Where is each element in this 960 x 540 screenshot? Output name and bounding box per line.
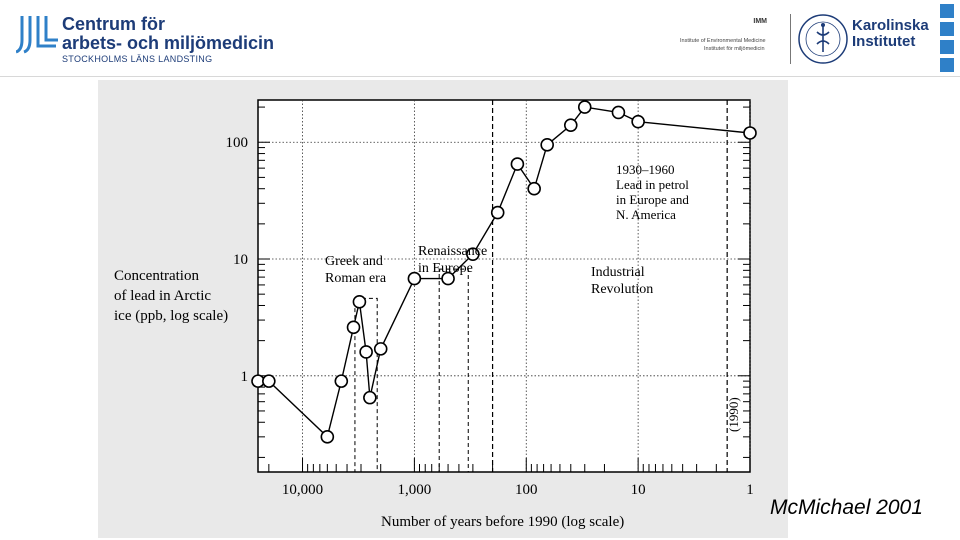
y-tick-labels: 1 10 100 [226,135,249,385]
imm-name-sv: Institutet för miljömedicin [704,46,765,52]
data-point [631,114,645,129]
data-point [407,271,422,286]
header-banner: Centrum för arbets- och miljömedicin STO… [0,0,960,77]
data-point [743,126,757,140]
data-point [466,247,480,261]
renaissance-annotation-line1: Renaissance [418,244,487,259]
x-axis-label: Number of years before 1990 (log scale) [381,514,624,530]
data-point [510,157,525,171]
data-point [490,205,505,220]
square-2 [940,22,954,36]
lead-concentration-figure: 1 10 100 10,000 1,000 100 10 1 Concentration o… [98,80,788,538]
petrol-annotation-line3: in Europe and [616,192,689,207]
ki-name-line2: Institutet [852,33,916,50]
data-point [611,105,626,120]
industrial-annotation-line1: Industrial [591,265,645,280]
y-tick-label: 10 [233,252,248,268]
ki-name-line1: Karolinska [852,17,929,34]
square-3 [940,40,954,54]
petrol-annotation-line4: N. America [616,207,676,222]
x-tick-label: 10,000 [282,482,323,498]
data-point [363,390,377,405]
logo-divider [790,14,791,64]
y-minor-ticks [258,106,750,458]
year-1990-annotation: (1990) [726,397,741,432]
petrol-annotation-line2: Lead in petrol [616,177,689,192]
petrol-annotation-line1: 1930–1960 [616,162,675,177]
data-point [577,100,592,114]
data-point [346,320,361,335]
square-1 [940,4,954,18]
data-point [320,430,335,444]
industrial-annotation-line2: Revolution [591,282,653,297]
y-axis-label-line2: of lead in Arctic [114,288,211,304]
greek-era-box [354,297,378,473]
renaissance-box [438,268,469,473]
ki-name: Karolinska Institutet [852,18,929,50]
greek-annotation-line1: Greek and [325,254,383,269]
ki-seal-icon [798,14,848,64]
data-point [334,374,349,388]
imm-name-en: Institute of Environmental Medicine [680,38,766,44]
y-axis-label-line1: Concentration [114,268,199,284]
lead-chart: 1 10 100 10,000 1,000 100 10 1 Concentration o… [114,99,757,530]
org-name-line1: Centrum för [62,14,165,34]
x-tick-label: 10 [631,482,646,498]
data-point [563,118,578,132]
org-name-line3: STOCKHOLMS LÄNS LANDSTING [62,54,213,64]
y-tick-label: 1 [241,369,249,385]
cam-logo: Centrum för arbets- och miljömedicin STO… [16,14,286,70]
y-axis-label-line3: ice (ppb, log scale) [114,308,228,324]
data-point [527,181,541,196]
y-tick-label: 100 [226,135,249,151]
vertical-grid [302,100,751,472]
renaissance-annotation-line2: in Europe [418,261,473,276]
plot-frame [257,99,751,473]
greek-annotation-line2: Roman era [325,271,387,286]
decorative-squares [938,0,960,76]
data-point [262,374,276,388]
data-point [352,295,367,309]
data-point [540,138,554,152]
data-point [359,345,373,359]
citation: McMichael 2001 [770,496,923,519]
x-tick-label: 1 [746,482,754,498]
square-4 [940,58,954,72]
x-tick-label: 100 [515,482,538,498]
data-points [251,100,757,444]
data-point [373,342,388,356]
jll-logo-icon [16,16,58,54]
era-boxes [354,100,728,473]
imm-logo: IMM Institute of Environmental Medicine … [680,18,785,68]
data-point [441,271,455,286]
x-tick-labels: 10,000 1,000 100 10 1 [282,482,754,498]
imm-mark: IMM [753,18,767,25]
x-tick-label: 1,000 [398,482,432,498]
org-name-line2: arbets- och miljömedicin [62,33,275,53]
